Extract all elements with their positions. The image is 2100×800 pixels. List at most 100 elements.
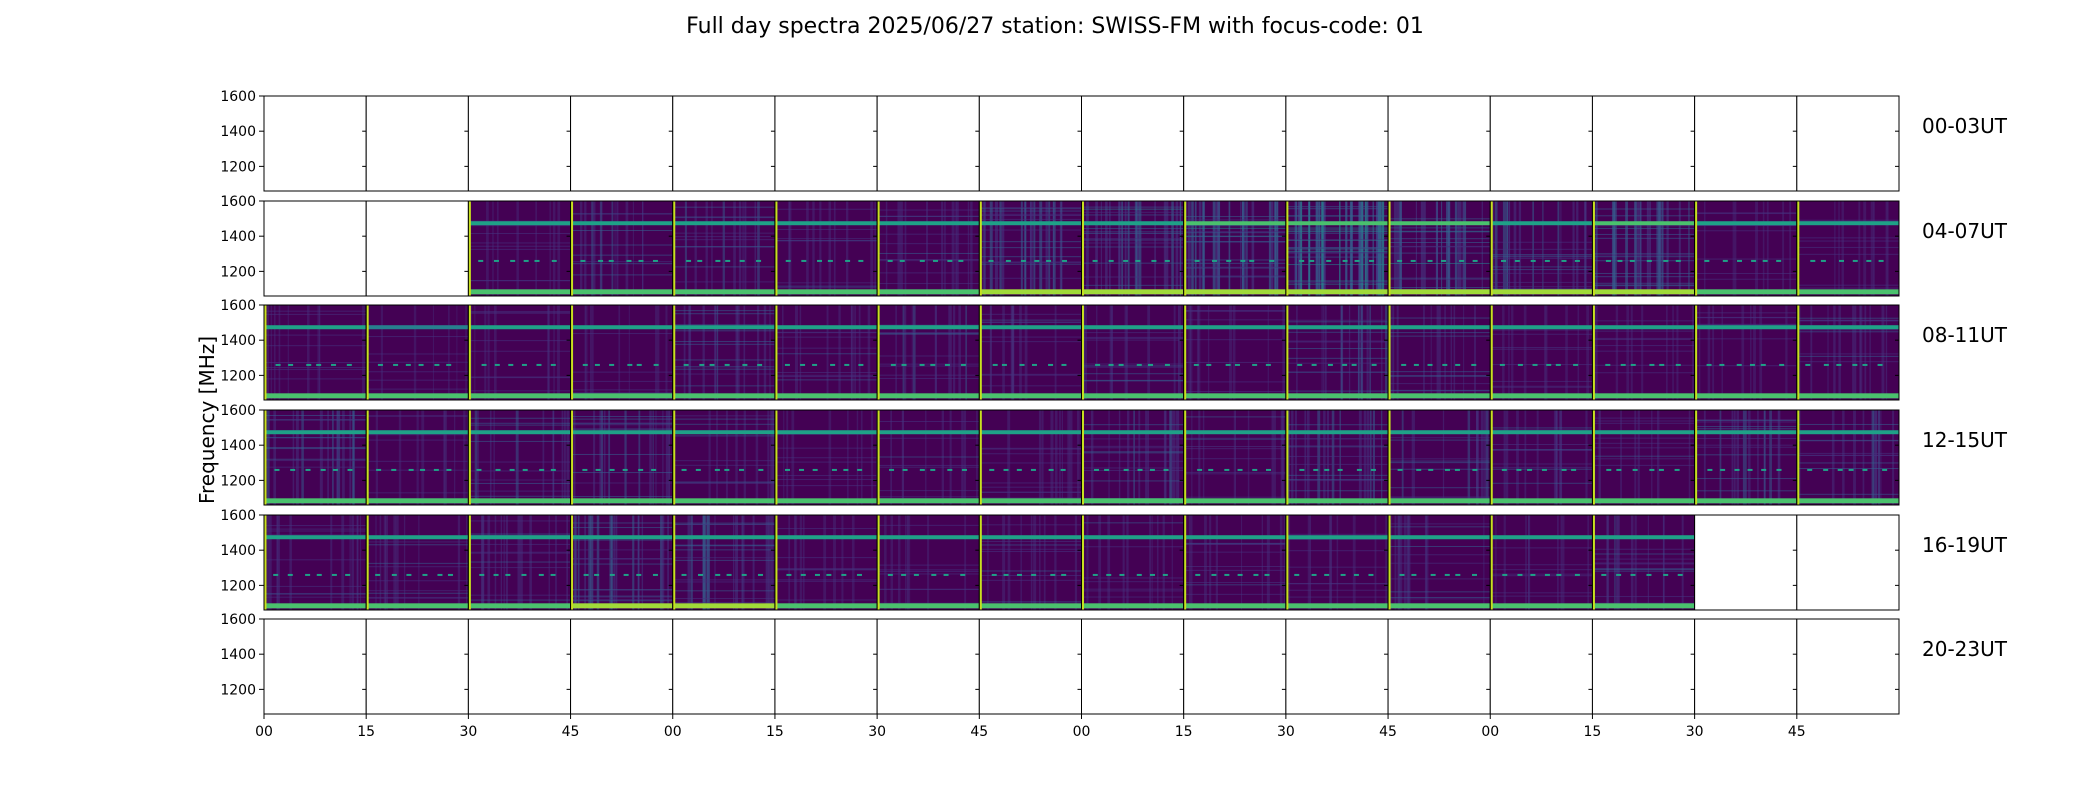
noise-stripe [987,515,989,610]
noise-stripe [1280,410,1284,505]
noise-stripe [349,410,352,505]
band-1270-dot [653,363,659,366]
noise-stripe [1172,410,1176,505]
band-1270-dot [800,573,806,576]
band-1480 [877,221,980,226]
noise-stripe [652,410,654,505]
spectrum-segment [1081,200,1185,297]
noise-stripe [755,410,759,505]
band-1270-dot [1675,259,1681,262]
band-1270-dot [947,259,953,262]
noise-line [1490,385,1593,387]
noise-line [366,590,469,592]
noise-stripe [955,201,957,296]
noise-line [468,248,571,250]
spectrum-segment [1796,95,1900,192]
band-1270-dot [919,363,925,366]
noise-line [264,525,367,527]
band-1270-dot [785,259,791,262]
noise-stripe [1503,410,1506,505]
band-1270-dot [887,573,893,576]
noise-line [774,376,878,378]
noise-stripe [487,305,490,400]
noise-line [1592,442,1695,444]
empty-segment [1388,96,1491,191]
segment-boundary [774,515,778,610]
noise-line [1592,345,1695,347]
spectrum-background [366,410,469,505]
band-1270-dot [1092,573,1098,576]
noise-line [1285,445,1389,447]
noise-line [1388,468,1491,470]
noise-line [264,378,367,380]
noise-line [877,496,980,498]
empty-segment [1285,96,1389,191]
noise-line [468,377,571,379]
noise-stripe [754,201,757,296]
noise-line [468,242,571,244]
noise-line [366,371,469,373]
noise-line [264,436,367,438]
noise-line [570,213,673,215]
band-1270-dot [1351,363,1357,366]
noise-line [877,243,980,245]
band-1270-dot [858,259,864,262]
noise-line [1388,578,1491,580]
noise-stripe [1024,305,1028,400]
noise-line [264,448,367,450]
empty-segment [1183,96,1286,191]
noise-line [1183,581,1286,583]
noise-line [1388,497,1491,499]
x-tick-label: 15 [766,724,784,740]
noise-line [366,460,469,462]
noise-stripe [1742,410,1745,505]
band-1270-dot [1225,363,1231,366]
y-tick-label: 1200 [220,682,256,698]
noise-stripe [1864,305,1867,400]
band-1270-dot [1719,363,1725,366]
noise-stripe [1352,515,1356,610]
noise-line [1081,480,1184,482]
band-1090 [1183,603,1286,609]
noise-line [672,549,775,551]
band-1270-dot [801,259,807,262]
noise-stripe [418,515,420,610]
band-1090 [1081,603,1184,609]
band-1090 [774,393,878,399]
band-1270-dot [1031,573,1037,576]
noise-line [366,566,469,568]
noise-line [1796,355,1899,357]
noise-line [570,539,673,541]
band-1270-dot [1211,573,1217,576]
band-1270-dot [1410,259,1416,262]
spectrum-background [1081,515,1184,610]
noise-stripe [1360,305,1363,400]
noise-stripe [592,201,596,296]
band-1090 [1081,289,1184,295]
noise-stripe [1232,305,1236,400]
noise-stripe [421,410,425,505]
noise-stripe [306,305,310,400]
noise-line [264,447,367,449]
noise-line [672,330,775,332]
noise-line [468,551,571,553]
spectrum-segment [1694,514,1798,611]
noise-line [877,215,980,217]
band-1270-dot [288,363,294,366]
noise-line [1694,230,1797,232]
noise-stripe [1055,410,1058,505]
noise-stripe [584,305,588,400]
noise-stripe [1145,410,1148,505]
noise-stripe [1178,305,1181,400]
noise-line [774,580,878,582]
noise-stripe [356,515,359,610]
spectrum-background [1285,305,1389,400]
noise-line [1694,446,1797,448]
noise-line [774,240,878,242]
noise-line [1081,206,1184,208]
spectrum-background [1796,410,1899,505]
noise-line [1285,340,1389,342]
spectrum-background [774,515,878,610]
noise-line [1592,417,1695,419]
